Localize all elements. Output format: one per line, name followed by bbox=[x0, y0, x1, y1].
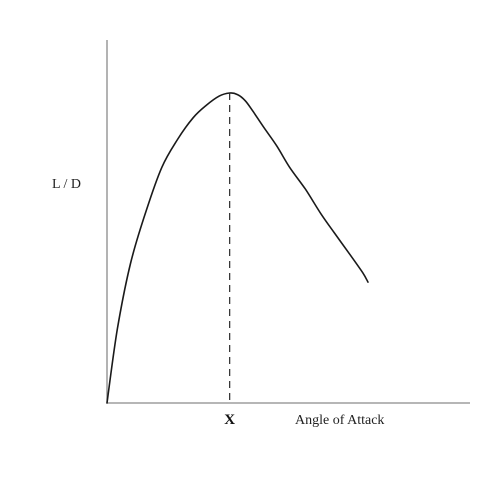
x-axis-label: Angle of Attack bbox=[295, 413, 384, 428]
max-ld-angle-label: X bbox=[224, 412, 235, 428]
lift-drag-curve bbox=[106, 92, 369, 404]
y-axis-label: L / D bbox=[52, 177, 81, 192]
